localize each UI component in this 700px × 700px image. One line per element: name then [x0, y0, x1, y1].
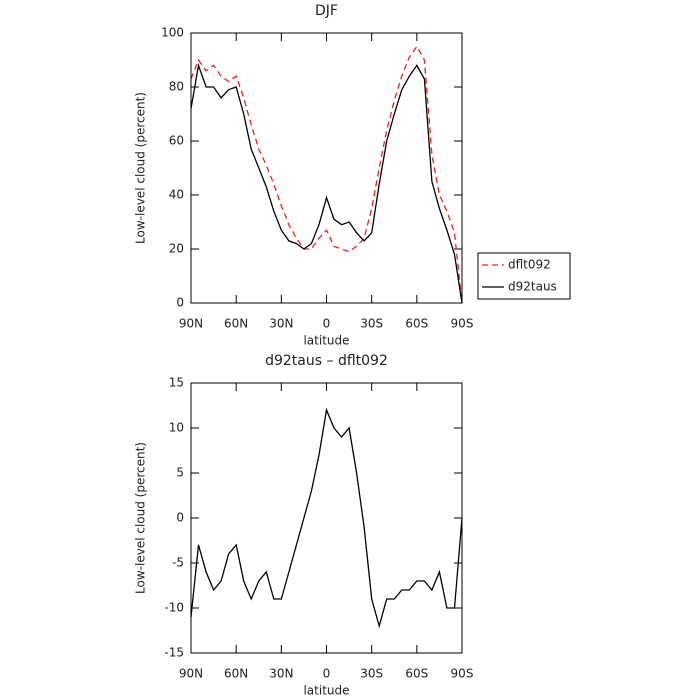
plot-frame: [190, 32, 463, 304]
x-tick-label: 90N: [179, 317, 203, 331]
y-axis-label: Low-level cloud (percent): [134, 92, 148, 244]
y-tick-label: 100: [161, 26, 184, 40]
x-tick-label: 90S: [451, 317, 474, 331]
y-tick-label: 0: [176, 511, 184, 525]
x-tick-label: 60S: [405, 667, 428, 681]
y-tick-label: 0: [176, 296, 184, 310]
y-tick-label: 5: [176, 466, 184, 480]
y-tick-label: -10: [164, 601, 184, 615]
x-tick-label: 90S: [451, 667, 474, 681]
plot-frame: [190, 382, 463, 654]
x-tick-label: 0: [323, 667, 331, 681]
x-tick-label: 60N: [224, 667, 248, 681]
x-tick-label: 0: [323, 317, 331, 331]
data-line: [190, 407, 463, 629]
x-tick-label: 60S: [405, 317, 428, 331]
x-tick-label: 30S: [360, 667, 383, 681]
x-axis-label: latitude: [303, 334, 349, 348]
y-tick-label: -15: [164, 646, 184, 660]
y-tick-label: 10: [169, 421, 184, 435]
x-tick-label: 90N: [179, 667, 203, 681]
legend-box: [477, 252, 571, 300]
y-tick-label: 60: [169, 134, 184, 148]
y-tick-label: 15: [169, 376, 184, 390]
chart-title: d92taus – dflt092: [265, 353, 388, 369]
x-tick-label: 30N: [269, 667, 293, 681]
x-tick-label: 60N: [224, 317, 248, 331]
data-line: [190, 62, 463, 304]
legend-label: dflt092: [508, 258, 551, 272]
chart-title: DJF: [315, 3, 338, 19]
y-tick-label: -5: [172, 556, 184, 570]
y-axis-label: Low-level cloud (percent): [134, 442, 148, 594]
x-tick-label: 30N: [269, 317, 293, 331]
y-tick-label: 20: [169, 242, 184, 256]
x-axis-label: latitude: [303, 684, 349, 698]
legend-label: d92taus: [508, 280, 557, 294]
y-tick-label: 80: [169, 80, 184, 94]
x-tick-label: 30S: [360, 317, 383, 331]
data-line: [190, 45, 463, 304]
y-tick-label: 40: [169, 188, 184, 202]
